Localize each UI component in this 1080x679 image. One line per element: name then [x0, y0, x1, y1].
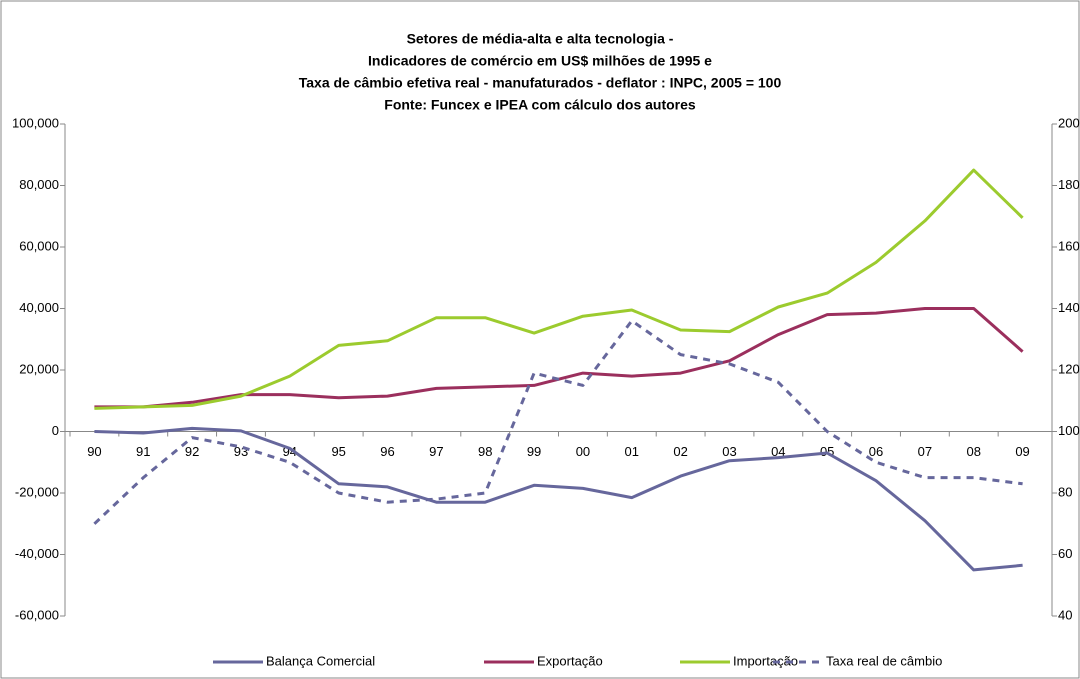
y-tick-label: -20,000: [15, 484, 59, 499]
x-tick-label: 90: [87, 444, 101, 459]
x-tick-label: 92: [185, 444, 199, 459]
x-tick-label: 98: [478, 444, 492, 459]
legend-label: Balança Comercial: [266, 653, 375, 668]
x-tick-label: 91: [136, 444, 150, 459]
x-tick-label: 96: [380, 444, 394, 459]
y-tick-label: 60,000: [19, 238, 59, 253]
x-tick-label: 99: [527, 444, 541, 459]
x-tick-label: 09: [1015, 444, 1029, 459]
x-tick-label: 97: [429, 444, 443, 459]
series-line: [94, 168, 1024, 410]
x-tick-label: 03: [722, 444, 736, 459]
y2-tick-label: 140: [1058, 300, 1080, 315]
y-tick-label: -60,000: [15, 607, 59, 622]
chart-title: Indicadores de comércio em US$ milhões d…: [368, 53, 712, 69]
y2-tick-label: 180: [1058, 177, 1080, 192]
y-tick-label: 20,000: [19, 361, 59, 376]
chart-title: Setores de média-alta e alta tecnologia …: [407, 31, 674, 47]
series-line: [94, 426, 1023, 572]
legend-label: Taxa real de câmbio: [826, 653, 942, 668]
y2-tick-label: 100: [1058, 423, 1080, 438]
x-tick-label: 08: [966, 444, 980, 459]
x-tick-label: 06: [869, 444, 883, 459]
y2-tick-label: 200: [1058, 115, 1080, 130]
legend-label: Importação: [733, 653, 798, 668]
y2-tick-label: 160: [1058, 238, 1080, 253]
y2-tick-label: 40: [1058, 607, 1072, 622]
x-tick-label: 95: [331, 444, 345, 459]
y-tick-label: 40,000: [19, 300, 59, 315]
chart-title: Fonte: Funcex e IPEA com cálculo dos aut…: [384, 97, 696, 113]
x-tick-label: 00: [576, 444, 590, 459]
y-tick-label: 100,000: [12, 115, 59, 130]
x-tick-label: 07: [918, 444, 932, 459]
y-tick-label: 80,000: [19, 177, 59, 192]
y2-tick-label: 120: [1058, 361, 1080, 376]
y-tick-label: 0: [52, 423, 59, 438]
chart-title: Taxa de câmbio efetiva real - manufatura…: [299, 75, 782, 91]
y2-tick-label: 60: [1058, 546, 1072, 561]
legend-label: Exportação: [537, 653, 603, 668]
x-tick-label: 02: [673, 444, 687, 459]
x-tick-label: 01: [625, 444, 639, 459]
series-line: [93, 319, 1023, 525]
x-tick-label: 04: [771, 444, 785, 459]
y-tick-label: -40,000: [15, 546, 59, 561]
y2-tick-label: 80: [1058, 484, 1072, 499]
